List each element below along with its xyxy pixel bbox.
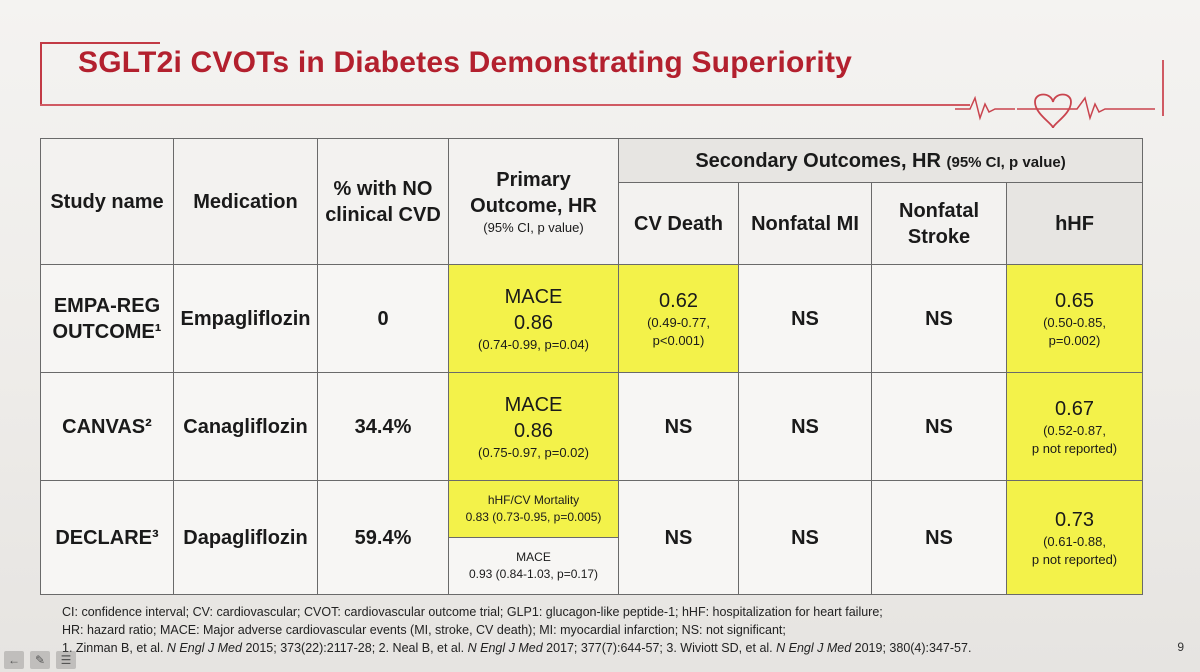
header-primary-outcome: Primary Outcome, HR (95% CI, p value) bbox=[448, 138, 619, 265]
hhf-hr: 0.73 bbox=[1055, 508, 1094, 531]
arrow-left-icon[interactable]: ← bbox=[4, 651, 24, 669]
slide-title: SGLT2i CVOTs in Diabetes Demonstrating S… bbox=[78, 46, 853, 79]
primary-bot-label: MACE bbox=[516, 550, 551, 565]
primary-outcome-cell: MACE 0.86 (0.75-0.97, p=0.02) bbox=[448, 372, 619, 481]
cv-death-ci-1: (0.49-0.77, bbox=[647, 314, 710, 330]
heartbeat-heart-icon bbox=[955, 93, 1155, 129]
ref2-rest: 2017; 377(7):644-57; bbox=[546, 640, 663, 655]
header-secondary-sub: (95% CI, p value) bbox=[946, 153, 1066, 171]
header-nonfatal-stroke: Nonfatal Stroke bbox=[871, 182, 1007, 265]
frame-line-top bbox=[40, 42, 160, 44]
cv-death-cell: NS bbox=[618, 372, 739, 481]
hhf-cell: 0.67 (0.52-0.87, p not reported) bbox=[1005, 372, 1144, 481]
nonfatal-mi-cell: NS bbox=[738, 480, 872, 595]
medication-cell: Empagliflozin bbox=[173, 264, 318, 373]
header-no-cvd: % with NO clinical CVD bbox=[317, 138, 449, 265]
frame-line-left bbox=[40, 42, 42, 104]
primary-top-label: hHF/CV Mortality bbox=[487, 493, 580, 508]
cv-death-hr: 0.62 bbox=[659, 289, 698, 312]
header-medication: Medication bbox=[173, 138, 318, 265]
nonfatal-mi-cell: NS bbox=[738, 372, 872, 481]
cv-death-cell: 0.62 (0.49-0.77, p<0.001) bbox=[618, 264, 739, 373]
ref3-journal: N Engl J Med bbox=[776, 640, 852, 655]
medication-cell: Dapagliflozin bbox=[173, 480, 318, 595]
hhf-hr: 0.65 bbox=[1055, 289, 1094, 312]
cv-death-cell: NS bbox=[618, 480, 739, 595]
ref1-rest: 2015; 373(22):2117-28; bbox=[245, 640, 376, 655]
nonfatal-stroke-cell: NS bbox=[871, 480, 1007, 595]
primary-bot-value: 0.93 (0.84-1.03, p=0.17) bbox=[468, 567, 599, 581]
page-number: 9 bbox=[1177, 640, 1184, 654]
pen-icon[interactable]: ✎ bbox=[30, 651, 50, 669]
header-study-name: Study name bbox=[40, 138, 174, 265]
primary-outcome-ci: (0.74-0.99, p=0.04) bbox=[478, 336, 589, 352]
hhf-cell: 0.73 (0.61-0.88, p not reported) bbox=[1005, 480, 1144, 595]
ref3-rest: 2019; 380(4):347-57. bbox=[854, 640, 972, 655]
footnotes: CI: confidence interval; CV: cardiovascu… bbox=[62, 604, 1162, 657]
header-secondary-label: Secondary Outcomes, HR bbox=[695, 149, 941, 172]
no-cvd-cell: 0 bbox=[317, 264, 449, 373]
cvot-table: Study name Medication % with NO clinical… bbox=[40, 138, 1144, 595]
primary-outcome-cell: hHF/CV Mortality 0.83 (0.73-0.95, p=0.00… bbox=[448, 480, 619, 595]
primary-outcome-hhf-cv-mortality: hHF/CV Mortality 0.83 (0.73-0.95, p=0.00… bbox=[449, 481, 618, 538]
hhf-cell: 0.65 (0.50-0.85, p=0.002) bbox=[1005, 264, 1144, 373]
table-row: CANVAS² Canagliflozin 34.4% MACE 0.86 (0… bbox=[40, 372, 1144, 481]
hhf-hr: 0.67 bbox=[1055, 397, 1094, 420]
no-cvd-cell: 34.4% bbox=[317, 372, 449, 481]
study-name-cell: EMPA-REG OUTCOME¹ bbox=[40, 264, 174, 373]
hhf-ci-2: p=0.002) bbox=[1048, 332, 1101, 348]
ref1-authors: 1. Zinman B, et al. bbox=[62, 640, 164, 655]
cv-death-ci-2: p<0.001) bbox=[652, 332, 705, 348]
hhf-ci-1: (0.52-0.87, bbox=[1043, 422, 1106, 438]
study-name-cell: CANVAS² bbox=[40, 372, 174, 481]
ref1-journal: N Engl J Med bbox=[166, 640, 242, 655]
ref2-journal: N Engl J Med bbox=[467, 640, 543, 655]
hhf-ci-2: p not reported) bbox=[1031, 551, 1118, 567]
header-secondary-outcomes: Secondary Outcomes, HR (95% CI, p value) bbox=[617, 138, 1144, 183]
primary-outcome-split: hHF/CV Mortality 0.83 (0.73-0.95, p=0.00… bbox=[449, 481, 618, 594]
nonfatal-stroke-cell: NS bbox=[871, 264, 1007, 373]
medication-cell: Canagliflozin bbox=[173, 372, 318, 481]
primary-outcome-hr: 0.86 bbox=[514, 419, 553, 442]
footnote-abbreviations-1: CI: confidence interval; CV: cardiovascu… bbox=[62, 605, 883, 619]
primary-outcome-mace: MACE 0.93 (0.84-1.03, p=0.17) bbox=[449, 538, 618, 594]
primary-outcome-ci: (0.75-0.97, p=0.02) bbox=[478, 444, 589, 460]
table-row: EMPA-REG OUTCOME¹ Empagliflozin 0 MACE 0… bbox=[40, 264, 1144, 373]
table-row: DECLARE³ Dapagliflozin 59.4% hHF/CV Mort… bbox=[40, 480, 1144, 595]
primary-top-value: 0.83 (0.73-0.95, p=0.005) bbox=[465, 510, 602, 524]
header-primary-label: Primary Outcome, HR bbox=[470, 168, 597, 217]
nonfatal-mi-cell: NS bbox=[738, 264, 872, 373]
header-cv-death: CV Death bbox=[618, 182, 739, 265]
primary-outcome-label: MACE bbox=[504, 393, 563, 416]
no-cvd-cell: 59.4% bbox=[317, 480, 449, 595]
ref3-authors: 3. Wiviott SD, et al. bbox=[666, 640, 773, 655]
primary-outcome-label: MACE bbox=[504, 285, 563, 308]
header-primary-sub: (95% CI, p value) bbox=[483, 219, 584, 235]
frame-line-bottom bbox=[40, 104, 970, 106]
ref2-authors: 2. Neal B, et al. bbox=[378, 640, 465, 655]
menu-icon[interactable]: ☰ bbox=[56, 651, 76, 669]
hhf-ci-1: (0.61-0.88, bbox=[1043, 533, 1106, 549]
primary-outcome-hr: 0.86 bbox=[514, 311, 553, 334]
study-name-cell: DECLARE³ bbox=[40, 480, 174, 595]
header-hhf: hHF bbox=[1005, 182, 1144, 265]
hhf-ci-1: (0.50-0.85, bbox=[1043, 314, 1106, 330]
hhf-ci-2: p not reported) bbox=[1031, 440, 1118, 456]
primary-outcome-cell: MACE 0.86 (0.74-0.99, p=0.04) bbox=[448, 264, 619, 373]
footnote-references: 1. Zinman B, et al. N Engl J Med 2015; 3… bbox=[62, 640, 1162, 658]
presentation-toolbar: ← ✎ ☰ bbox=[0, 648, 130, 672]
footnote-abbreviations-2: HR: hazard ratio; MACE: Major adverse ca… bbox=[62, 622, 786, 637]
nonfatal-stroke-cell: NS bbox=[871, 372, 1007, 481]
header-nonfatal-mi: Nonfatal MI bbox=[738, 182, 872, 265]
frame-line-right bbox=[1162, 60, 1164, 116]
